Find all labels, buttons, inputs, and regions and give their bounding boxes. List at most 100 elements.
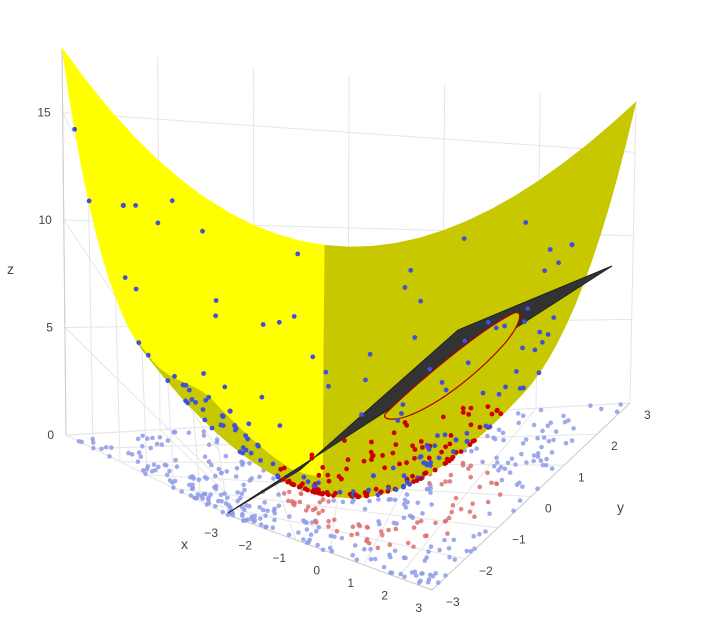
surface-patch bbox=[303, 411, 324, 433]
y-axis-ticks: −3 −2 −1 0 1 2 3 bbox=[446, 408, 651, 609]
y-tick-label: 0 bbox=[545, 502, 552, 516]
floor-point bbox=[334, 528, 340, 534]
intersection-point bbox=[390, 450, 396, 456]
floor-point bbox=[315, 542, 320, 548]
surface-point bbox=[295, 251, 301, 257]
floor-point bbox=[405, 540, 411, 546]
floor-point bbox=[320, 547, 326, 553]
floor-point bbox=[561, 413, 566, 419]
floor-point bbox=[539, 444, 544, 450]
floor-point bbox=[368, 546, 373, 552]
floor-point bbox=[520, 484, 525, 490]
surface-point bbox=[493, 325, 499, 331]
floor-point bbox=[196, 477, 202, 483]
floor-point bbox=[164, 472, 170, 478]
surface-patch bbox=[343, 371, 367, 397]
floor-point bbox=[426, 549, 431, 554]
floor-point bbox=[418, 578, 423, 584]
floor-point bbox=[326, 519, 331, 524]
floor-point bbox=[213, 473, 218, 479]
floor-point bbox=[206, 459, 212, 464]
floor-point bbox=[458, 506, 464, 512]
surface-patch bbox=[367, 312, 392, 346]
intersection-point bbox=[342, 438, 347, 443]
surface-point bbox=[203, 397, 209, 403]
surface-point bbox=[393, 487, 399, 492]
x-tick-label: 3 bbox=[415, 601, 422, 615]
intersection-point bbox=[410, 443, 415, 449]
intersection-point bbox=[460, 405, 466, 411]
floor-point bbox=[367, 498, 372, 504]
floor-point bbox=[195, 492, 201, 497]
surface-point bbox=[486, 319, 491, 325]
floor-point bbox=[472, 514, 477, 520]
floor-point bbox=[149, 469, 155, 474]
floor-point bbox=[491, 463, 497, 469]
intersection-point bbox=[339, 476, 344, 482]
surface-patch bbox=[323, 414, 344, 434]
surface-point bbox=[520, 345, 525, 351]
floor-point bbox=[239, 491, 245, 497]
floor-point bbox=[224, 469, 230, 474]
floor-point bbox=[470, 501, 475, 507]
surface-point bbox=[122, 275, 128, 280]
surface-scatter-points[interactable] bbox=[72, 126, 575, 500]
surface-point bbox=[547, 247, 553, 252]
intersection-point bbox=[344, 466, 349, 472]
intersection-point bbox=[418, 476, 424, 482]
floor-point bbox=[402, 574, 407, 579]
floor-point bbox=[485, 433, 490, 439]
floor-point bbox=[469, 448, 474, 454]
surface-patch bbox=[346, 282, 371, 318]
floor-point bbox=[460, 463, 466, 468]
surface-point bbox=[305, 479, 311, 485]
floor-point bbox=[545, 423, 551, 429]
floor-point bbox=[170, 480, 175, 485]
intersection-point bbox=[289, 481, 295, 487]
floor-point bbox=[378, 529, 384, 534]
intersection-point bbox=[320, 465, 326, 470]
floor-point bbox=[540, 428, 545, 434]
floor-point bbox=[332, 534, 337, 539]
floor-point bbox=[298, 491, 304, 497]
floor-point bbox=[480, 459, 485, 465]
floor-point bbox=[140, 433, 145, 439]
floor-point bbox=[270, 525, 276, 530]
intersection-point bbox=[412, 455, 417, 461]
z-axis-title: z bbox=[7, 261, 14, 277]
floor-point bbox=[313, 506, 318, 511]
surface-point bbox=[363, 377, 368, 383]
floor-point bbox=[258, 522, 264, 527]
intersection-point bbox=[309, 452, 315, 458]
floor-point bbox=[209, 462, 214, 468]
floor-point bbox=[427, 572, 433, 578]
intersection-point bbox=[285, 479, 291, 485]
floor-point bbox=[614, 409, 620, 415]
floor-point bbox=[424, 486, 430, 492]
floor-point bbox=[516, 420, 521, 426]
floor-point bbox=[140, 468, 146, 473]
floor-point bbox=[405, 499, 410, 505]
floor-point bbox=[352, 543, 358, 548]
surface-point bbox=[400, 402, 406, 407]
surface-point bbox=[256, 443, 261, 449]
cutting-plane[interactable] bbox=[227, 265, 613, 514]
surface-point bbox=[245, 436, 251, 442]
floor-point bbox=[428, 486, 434, 491]
floor-point bbox=[354, 557, 360, 562]
floor-point bbox=[398, 571, 404, 577]
intersection-point bbox=[298, 483, 304, 489]
floor-point bbox=[304, 520, 310, 525]
floor-point bbox=[437, 547, 442, 553]
floor-point bbox=[364, 536, 370, 542]
floor-point bbox=[320, 508, 326, 514]
floor-point bbox=[351, 497, 356, 503]
surface-point bbox=[209, 425, 215, 431]
floor-point bbox=[535, 486, 540, 492]
intersection-point bbox=[317, 490, 323, 496]
floor-point bbox=[340, 499, 346, 505]
floor-point bbox=[305, 504, 311, 510]
surface-point bbox=[551, 315, 557, 320]
surface-point bbox=[243, 433, 249, 438]
